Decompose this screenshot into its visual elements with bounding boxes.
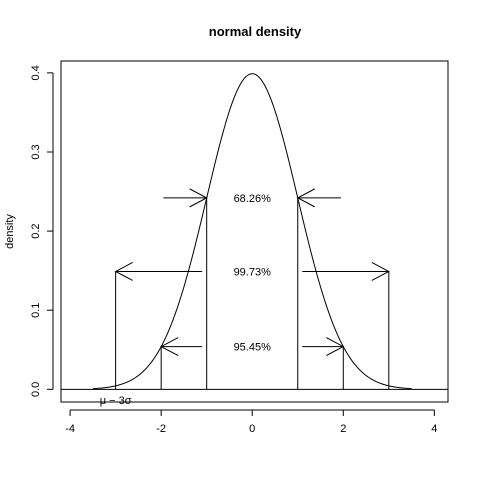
x-tick-label: -4	[65, 423, 75, 435]
interval-arrow-head	[326, 337, 345, 357]
interval-arrow-head	[189, 188, 208, 208]
percentage-label: 99.73%	[234, 266, 272, 278]
y-tick-label: 0.3	[30, 144, 42, 159]
interval-arrow-head	[114, 262, 133, 281]
x-tick-label: -2	[156, 423, 166, 435]
y-axis-label: density	[4, 214, 16, 249]
density-curve	[92, 73, 412, 390]
y-tick-label: 0.2	[30, 223, 42, 238]
chart-title: normal density	[209, 24, 302, 39]
interval-arrow-head	[296, 188, 315, 208]
percentage-label: 68.26%	[234, 193, 272, 205]
x-tick-label: 4	[431, 423, 437, 435]
plot-area: -4 -2 0 2 4 0.0 0.1 0.2 0.3 0.4 density 68.26% 99.73…	[4, 60, 449, 435]
interval-arrow-head	[371, 262, 390, 281]
interval-arrow-head	[160, 337, 179, 357]
plot-frame	[60, 60, 449, 403]
mu-minus-3-sigma-label: μ − 3σ	[100, 395, 132, 407]
x-tick-label: 2	[340, 423, 346, 435]
x-tick-label: 0	[249, 423, 255, 435]
y-tick-label: 0.4	[30, 65, 42, 80]
y-tick-label: 0.1	[30, 303, 42, 318]
y-tick-label: 0.0	[30, 382, 42, 397]
percentage-label: 95.45%	[234, 342, 272, 354]
